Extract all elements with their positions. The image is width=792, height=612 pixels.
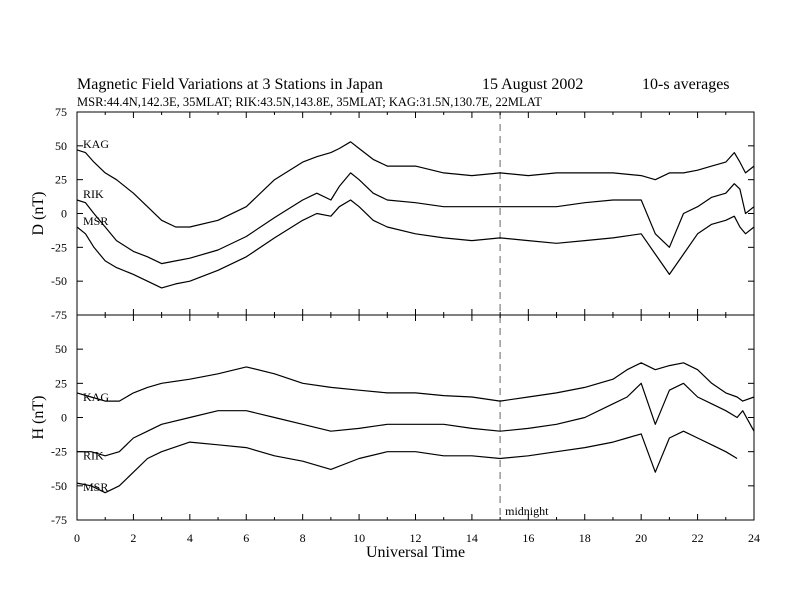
x-tick-label: 16 bbox=[522, 531, 534, 545]
x-tick-label: 14 bbox=[466, 531, 478, 545]
bottom-y-tick-label: 25 bbox=[55, 376, 67, 390]
bottom-y-ticks: -75 -50 -25 0 25 50 bbox=[51, 315, 755, 527]
top-series-line-kag bbox=[76, 141, 755, 228]
bottom-series-label-kag: KAG bbox=[83, 390, 109, 404]
top-y-ticks: -75 -50 -25 0 25 50 75 bbox=[51, 105, 755, 322]
x-tick-label: 8 bbox=[300, 531, 306, 545]
x-tick-label: 12 bbox=[410, 531, 422, 545]
top-series-line-rik bbox=[76, 172, 755, 265]
bottom-series-line-msr bbox=[76, 430, 738, 494]
x-tick-label: 24 bbox=[748, 531, 760, 545]
top-series-label-rik: RIK bbox=[83, 187, 104, 201]
bottom-series-line-kag bbox=[76, 362, 755, 402]
top-panel-frame bbox=[76, 111, 755, 316]
top-y-tick-label: -50 bbox=[51, 274, 67, 288]
chart-date: 15 August 2002 bbox=[482, 76, 583, 93]
top-y-tick-label: -25 bbox=[51, 240, 67, 254]
midnight-label: midnight bbox=[505, 504, 549, 518]
bottom-y-axis-label: H (nT) bbox=[30, 396, 47, 440]
x-tick-label: 6 bbox=[243, 531, 249, 545]
top-series-label-msr: MSR bbox=[83, 214, 108, 228]
top-y-tick-label: -75 bbox=[51, 308, 67, 322]
x-tick-label: 10 bbox=[353, 531, 365, 545]
bottom-series-line-rik bbox=[77, 382, 755, 457]
top-y-tick-label: 50 bbox=[55, 139, 67, 153]
bottom-y-tick-label: -50 bbox=[51, 479, 67, 493]
x-tick-label: 22 bbox=[692, 531, 704, 545]
bottom-y-tick-label: -75 bbox=[51, 513, 67, 527]
top-series-label-kag: KAG bbox=[83, 137, 109, 151]
x-tick-label: 20 bbox=[635, 531, 647, 545]
x-tick-label: 0 bbox=[74, 531, 80, 545]
bottom-series-label-rik: RIK bbox=[83, 449, 104, 463]
top-y-tick-label: 0 bbox=[61, 207, 67, 221]
bottom-y-tick-label: -25 bbox=[51, 445, 67, 459]
x-tick-label: 4 bbox=[187, 531, 193, 545]
top-y-tick-label: 25 bbox=[55, 173, 67, 187]
x-axis-label: Universal Time bbox=[366, 544, 465, 561]
bottom-y-tick-label: 50 bbox=[55, 342, 67, 356]
top-y-axis-label: D (nT) bbox=[30, 192, 47, 236]
x-ticks: 0 2 4 6 8 10 12 14 16 18 20 22 24 bbox=[74, 531, 760, 545]
chart-averaging: 10-s averages bbox=[642, 76, 730, 93]
top-y-tick-label: 75 bbox=[55, 105, 67, 119]
top-series-line-msr bbox=[76, 199, 755, 289]
bottom-series: KAG RIK MSR bbox=[76, 362, 755, 494]
chart-title: Magnetic Field Variations at 3 Stations … bbox=[77, 76, 383, 93]
top-series: KAG RIK MSR bbox=[76, 137, 755, 289]
x-tick-label: 2 bbox=[130, 531, 136, 545]
bottom-series-label-msr: MSR bbox=[83, 480, 108, 494]
x-tick-label: 18 bbox=[579, 531, 591, 545]
stations-info: MSR:44.4N,142.3E, 35MLAT; RIK:43.5N,143.… bbox=[77, 95, 542, 109]
bottom-y-tick-label: 0 bbox=[61, 411, 67, 425]
